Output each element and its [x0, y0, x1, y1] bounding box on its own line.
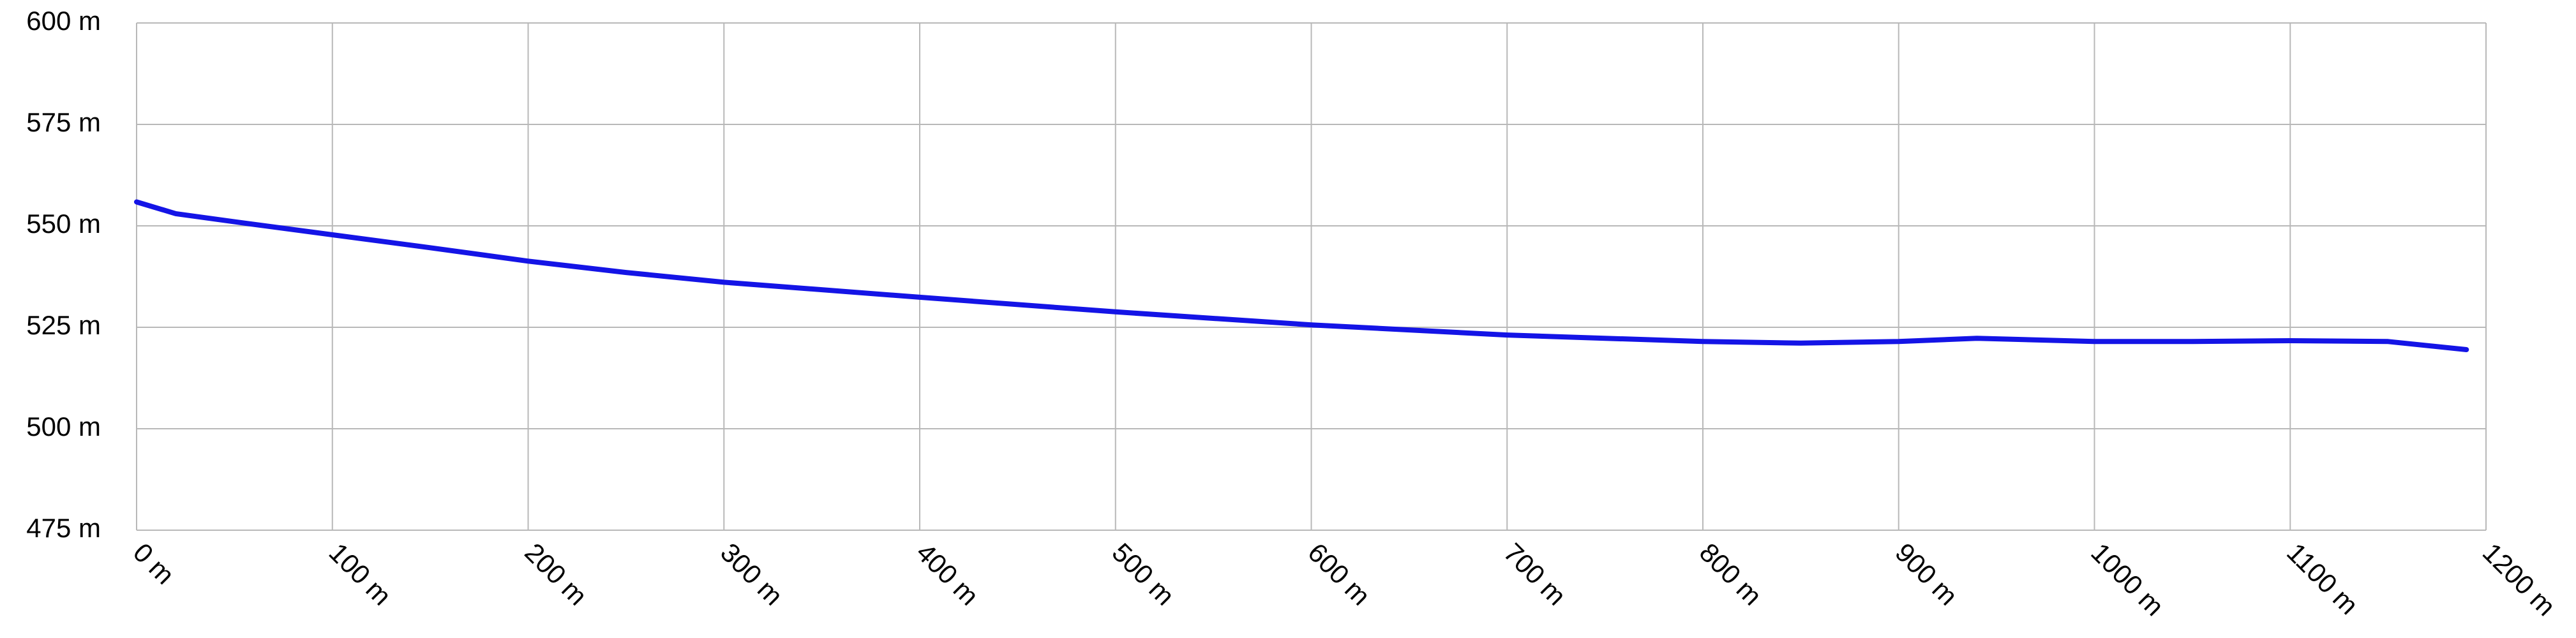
x-tick-label: 300 m [715, 537, 789, 611]
x-tick-label: 900 m [1890, 537, 1964, 611]
x-tick-label: 800 m [1694, 537, 1768, 611]
x-tick-label: 100 m [324, 537, 398, 611]
y-tick-label: 575 m [26, 107, 101, 137]
y-tick-label: 500 m [26, 412, 101, 441]
x-tick-label: 1200 m [2477, 537, 2561, 621]
x-tick-label: 1100 m [2281, 537, 2364, 620]
elevation-line [134, 199, 2469, 352]
y-tick-label: 550 m [26, 209, 101, 239]
x-tick-label: 500 m [1107, 537, 1181, 611]
x-tick-label: 700 m [1498, 537, 1572, 611]
x-tick-label: 0 m [128, 537, 181, 590]
x-tick-label: 200 m [519, 537, 593, 611]
x-tick-label: 600 m [1302, 537, 1376, 611]
y-tick-label: 475 m [26, 513, 101, 543]
y-tick-label: 525 m [26, 310, 101, 340]
x-tick-label: 1000 m [2085, 537, 2169, 621]
x-tick-label: 400 m [911, 537, 985, 611]
y-tick-label: 600 m [26, 6, 101, 36]
